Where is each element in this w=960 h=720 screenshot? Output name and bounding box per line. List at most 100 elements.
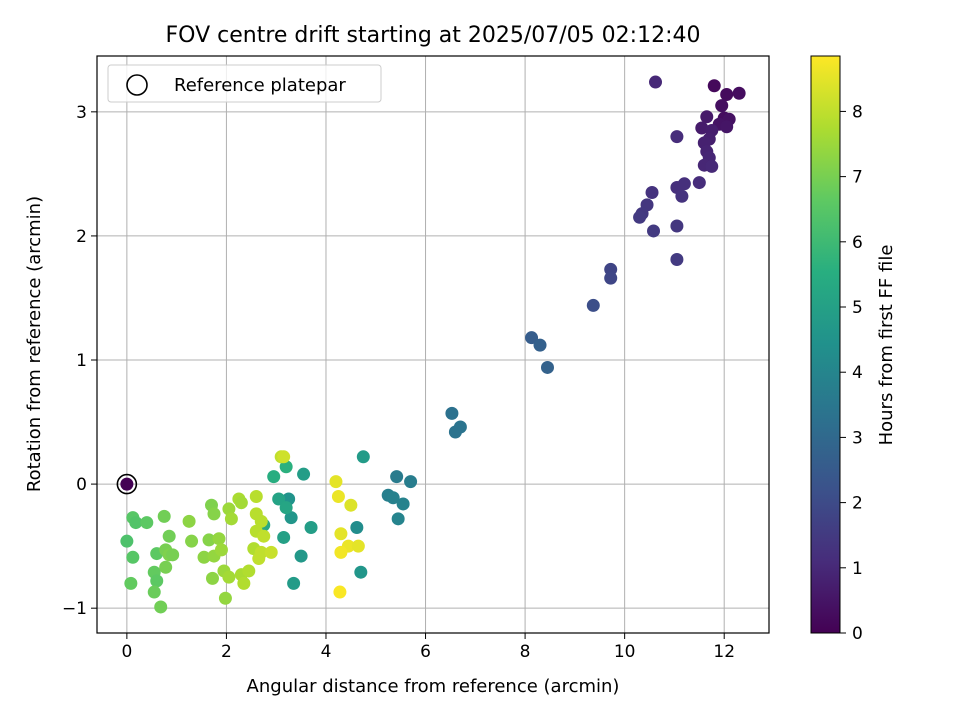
- data-point: [297, 467, 311, 481]
- data-point: [533, 338, 547, 352]
- y-axis-label: Rotation from reference (arcmin): [24, 196, 45, 492]
- data-point: [129, 516, 143, 530]
- data-point: [294, 549, 308, 563]
- data-point: [237, 576, 251, 590]
- legend-label: Reference platepar: [174, 75, 346, 96]
- data-point: [157, 509, 171, 523]
- data-point: [147, 585, 161, 599]
- data-point: [202, 533, 216, 547]
- data-point: [182, 514, 196, 528]
- data-point: [675, 189, 689, 203]
- data-point: [390, 470, 404, 484]
- data-point: [350, 521, 364, 535]
- data-point: [670, 253, 684, 267]
- data-point: [445, 406, 459, 420]
- x-tick-label: 0: [121, 642, 132, 662]
- colorbar-tick-label: 5: [852, 298, 863, 318]
- data-point: [329, 475, 343, 489]
- data-point: [604, 271, 618, 285]
- data-point: [126, 550, 140, 564]
- data-point: [124, 576, 138, 590]
- data-point: [720, 87, 734, 101]
- data-point: [633, 210, 647, 224]
- y-tick-label: 0: [76, 475, 87, 495]
- data-point: [351, 539, 365, 553]
- data-point: [695, 121, 709, 135]
- data-point: [205, 571, 219, 585]
- y-axis-ticks: −1 0 1 2 3: [62, 103, 97, 619]
- data-point: [448, 425, 462, 439]
- x-axis-ticks: 0 2 4 6 8 10 12: [121, 633, 735, 662]
- data-point: [272, 492, 286, 506]
- data-point: [334, 545, 348, 559]
- data-point: [700, 110, 714, 124]
- colorbar-gradient: [810, 55, 841, 634]
- data-point: [287, 576, 301, 590]
- data-point: [277, 530, 291, 544]
- data-point: [715, 99, 729, 113]
- data-point: [242, 564, 256, 578]
- data-point: [396, 497, 410, 511]
- data-point: [234, 496, 248, 510]
- data-point: [386, 491, 400, 505]
- colorbar-tick-label: 6: [852, 233, 863, 253]
- colorbar-tick-label: 1: [852, 559, 863, 579]
- y-tick-label: −1: [62, 599, 87, 619]
- y-tick-label: 2: [76, 227, 87, 247]
- colorbar-label: Hours from first FF file: [876, 245, 897, 446]
- y-tick-label: 1: [76, 351, 87, 371]
- data-point: [670, 130, 684, 144]
- data-point: [150, 574, 164, 588]
- data-point: [586, 298, 600, 312]
- colorbar-tick-label: 0: [852, 624, 863, 644]
- data-point: [649, 75, 663, 89]
- data-point: [222, 502, 236, 516]
- x-tick-label: 4: [321, 642, 332, 662]
- data-point: [120, 534, 134, 548]
- data-point: [354, 565, 368, 579]
- data-point: [162, 529, 176, 543]
- data-point: [707, 79, 721, 93]
- data-point: [732, 86, 746, 100]
- data-point: [277, 450, 291, 464]
- data-point: [284, 511, 298, 525]
- legend-box: [107, 64, 382, 103]
- x-tick-label: 8: [520, 642, 531, 662]
- data-point: [249, 490, 263, 504]
- data-point: [120, 477, 134, 491]
- data-point: [334, 527, 348, 541]
- x-tick-label: 12: [713, 642, 735, 662]
- data-point: [645, 185, 659, 199]
- legend: Reference platepar: [107, 64, 382, 103]
- data-point: [140, 516, 154, 530]
- data-point: [224, 512, 238, 526]
- data-point: [185, 534, 199, 548]
- x-tick-label: 6: [420, 642, 431, 662]
- data-point: [647, 224, 661, 238]
- x-axis-label: Angular distance from reference (arcmin): [247, 676, 620, 697]
- data-point: [254, 514, 268, 528]
- data-point: [692, 176, 706, 190]
- data-point: [344, 498, 358, 512]
- data-point: [304, 521, 318, 535]
- data-point: [356, 450, 370, 464]
- colorbar-tick-label: 4: [852, 363, 863, 383]
- data-point: [525, 331, 539, 345]
- plot-frame: [96, 55, 770, 634]
- colorbar-ticks: 0 1 2 3 4 5 6 7 8: [840, 102, 863, 644]
- reference-platepar-marker: [116, 473, 138, 495]
- data-point: [540, 360, 554, 374]
- chart-title: FOV centre drift starting at 2025/07/05 …: [166, 23, 701, 48]
- colorbar-tick-label: 8: [852, 102, 863, 122]
- data-point: [670, 219, 684, 233]
- data-point: [207, 507, 221, 521]
- data-point: [257, 529, 271, 543]
- data-point: [720, 120, 734, 134]
- data-point: [166, 548, 180, 562]
- colorbar: 0 1 2 3 4 5 6 7 8 Hours from first FF file: [810, 55, 897, 644]
- x-tick-label: 2: [221, 642, 232, 662]
- data-point: [252, 552, 266, 566]
- data-points: [116, 75, 746, 614]
- data-point: [222, 570, 236, 584]
